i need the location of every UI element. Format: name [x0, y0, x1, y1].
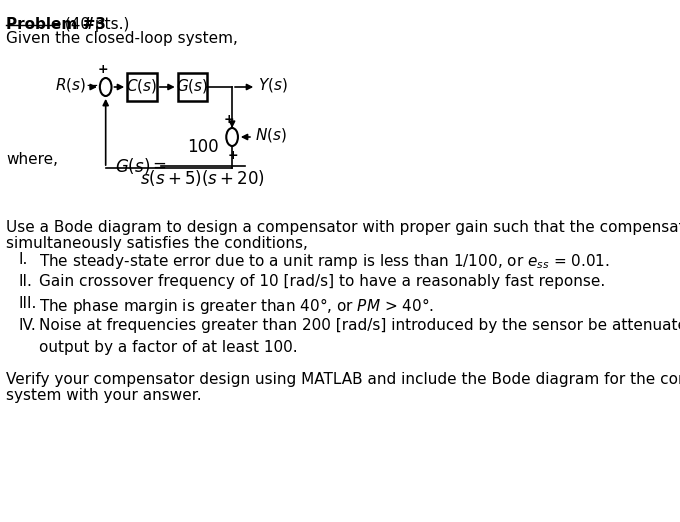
- FancyBboxPatch shape: [127, 73, 157, 101]
- Text: where,: where,: [7, 152, 58, 167]
- Text: Problem #3: Problem #3: [7, 17, 106, 32]
- Text: Verify your compensator design using MATLAB and include the Bode diagram for the: Verify your compensator design using MAT…: [7, 372, 680, 387]
- Text: $Y(s)$: $Y(s)$: [258, 76, 288, 94]
- Text: 100: 100: [187, 138, 219, 156]
- Text: $C(s)$: $C(s)$: [126, 77, 158, 95]
- Text: II.: II.: [18, 274, 32, 289]
- Text: =: =: [152, 157, 166, 175]
- Text: Use a Bode diagram to design a compensator with proper gain such that the compen: Use a Bode diagram to design a compensat…: [7, 220, 680, 235]
- Text: $N(s)$: $N(s)$: [255, 126, 287, 144]
- Text: The phase margin is greater than 40°, or $PM$ > 40°.: The phase margin is greater than 40°, or…: [39, 296, 434, 316]
- Text: IV.: IV.: [18, 318, 36, 333]
- Text: The steady-state error due to a unit ramp is less than 1/100, or $e_{ss}$ = 0.01: The steady-state error due to a unit ram…: [39, 252, 610, 271]
- FancyBboxPatch shape: [177, 73, 207, 101]
- Text: simultaneously satisfies the conditions,: simultaneously satisfies the conditions,: [7, 236, 308, 251]
- Text: $G(s)$: $G(s)$: [116, 156, 150, 176]
- Text: Noise at frequencies greater than 200 [rad/s] introduced by the sensor be attenu: Noise at frequencies greater than 200 [r…: [39, 318, 680, 333]
- Text: system with your answer.: system with your answer.: [7, 388, 202, 403]
- Text: I.: I.: [18, 252, 27, 267]
- Text: Gain crossover frequency of 10 [rad/s] to have a reasonably fast reponse.: Gain crossover frequency of 10 [rad/s] t…: [39, 274, 605, 289]
- Text: +: +: [97, 63, 107, 76]
- Text: −: −: [86, 77, 99, 92]
- Text: III.: III.: [18, 296, 37, 311]
- Text: $R(s)$: $R(s)$: [55, 76, 86, 94]
- Text: +: +: [228, 149, 239, 162]
- Text: output by a factor of at least 100.: output by a factor of at least 100.: [39, 340, 298, 355]
- Text: Given the closed-loop system,: Given the closed-loop system,: [7, 31, 239, 46]
- Text: $s(s+5)(s+20)$: $s(s+5)(s+20)$: [140, 168, 265, 188]
- Text: +: +: [224, 113, 234, 126]
- Text: (40 pts.): (40 pts.): [60, 17, 129, 32]
- Text: $G(s)$: $G(s)$: [176, 77, 209, 95]
